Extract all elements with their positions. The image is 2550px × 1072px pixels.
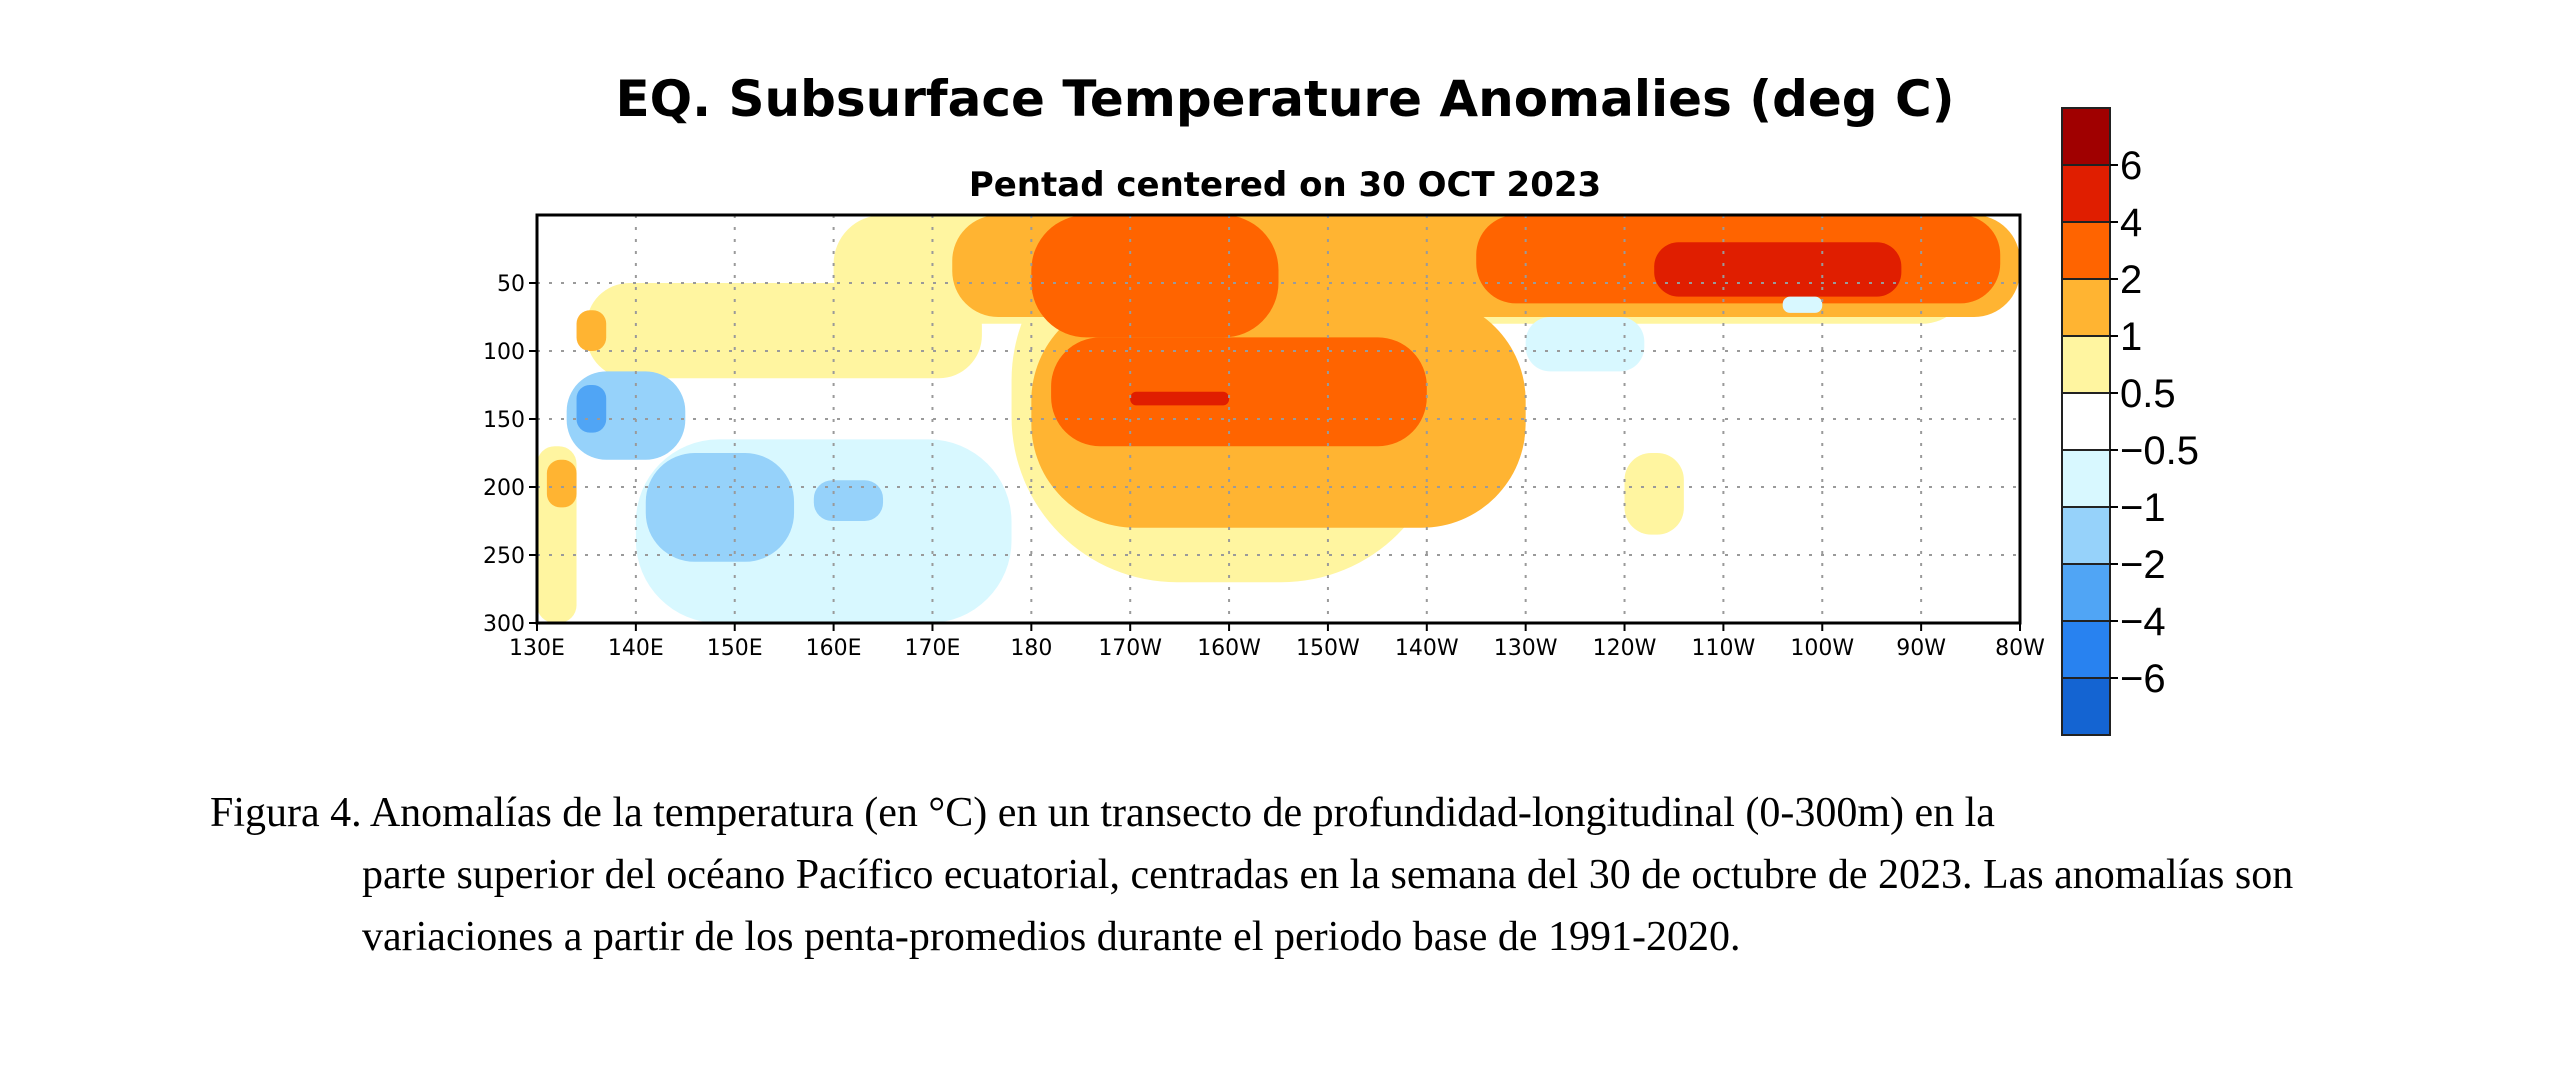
colorbar-swatch <box>2061 107 2111 166</box>
x-tick-label: 80W <box>1995 636 2045 661</box>
colorbar-swatch <box>2061 221 2111 280</box>
colorbar-label: −4 <box>2120 600 2166 644</box>
anomaly-region <box>576 385 607 433</box>
x-tick-label: 160W <box>1197 636 1261 661</box>
colorbar-label: 6 <box>2120 144 2142 188</box>
x-tick-label: 120W <box>1593 636 1657 661</box>
colorbar-label: −0.5 <box>2120 429 2199 473</box>
x-tick-label: 130W <box>1494 636 1558 661</box>
x-tick-label: 160E <box>806 636 862 661</box>
colorbar-label: −1 <box>2120 486 2166 530</box>
x-axis: 130E 140E 150E 160E 170E 180 170W 160W 150W 140W 1… <box>509 623 2045 661</box>
anomaly-region <box>1130 391 1230 406</box>
anomaly-region <box>1051 337 1427 447</box>
y-tick-label: 200 <box>483 476 525 501</box>
x-tick-label: 170E <box>905 636 961 661</box>
x-tick-label: 130E <box>509 636 565 661</box>
colorbar-swatch <box>2061 278 2111 337</box>
colorbar-swatch <box>2061 677 2111 736</box>
colorbar-label: 0.5 <box>2120 372 2176 416</box>
x-tick-label: 140E <box>608 636 664 661</box>
anomaly-region <box>813 480 884 521</box>
y-tick-label: 50 <box>497 272 525 297</box>
colorbar-swatch <box>2061 620 2111 679</box>
colorbar-swatch <box>2061 164 2111 223</box>
x-tick-label: 170W <box>1098 636 1162 661</box>
x-tick-label: 150E <box>707 636 763 661</box>
anomaly-region <box>1782 296 1823 313</box>
x-tick-label: 110W <box>1692 636 1756 661</box>
x-tick-label: 90W <box>1896 636 1946 661</box>
y-axis: 50 100 150 200 250 300 <box>483 272 537 637</box>
x-tick-label: 100W <box>1790 636 1854 661</box>
colorbar-swatch <box>2061 449 2111 508</box>
y-tick-label: 300 <box>483 612 525 637</box>
anomaly-field <box>537 215 2020 623</box>
figure-caption: Figura 4. Anomalías de la temperatura (e… <box>210 782 2410 968</box>
anomaly-region <box>1654 242 1902 297</box>
colorbar-label: 4 <box>2120 201 2142 245</box>
colorbar-swatch <box>2061 392 2111 451</box>
anomaly-region <box>1624 453 1684 535</box>
x-tick-label: 140W <box>1395 636 1459 661</box>
colorbar-label: −6 <box>2120 657 2166 701</box>
x-tick-label: 150W <box>1296 636 1360 661</box>
colorbar-label: 2 <box>2120 258 2142 302</box>
colorbar-label: 1 <box>2120 315 2142 359</box>
anomaly-region <box>576 310 607 351</box>
colorbar-swatch <box>2061 506 2111 565</box>
chart-subtitle: Pentad centered on 30 OCT 2023 <box>969 165 1601 205</box>
anomaly-region <box>1525 317 1645 372</box>
anomaly-region <box>546 459 577 508</box>
caption-body: parte superior del océano Pacífico ecuat… <box>362 852 2294 960</box>
colorbar: 6 4 2 1 0.5 −0.5 −1 −2 −4 −6 <box>2061 107 2199 736</box>
colorbar-swatch <box>2061 335 2111 394</box>
y-tick-label: 150 <box>483 408 525 433</box>
y-tick-label: 100 <box>483 340 525 365</box>
anomaly-region <box>586 283 982 379</box>
x-tick-label: 180 <box>1010 636 1052 661</box>
anomaly-region <box>645 453 795 562</box>
y-tick-label: 250 <box>483 544 525 569</box>
anomaly-region <box>1031 215 1279 338</box>
chart-title: EQ. Subsurface Temperature Anomalies (de… <box>615 70 1954 128</box>
colorbar-label: −2 <box>2120 543 2166 587</box>
caption-line-1: Figura 4. Anomalías de la temperatura (e… <box>210 790 1995 836</box>
colorbar-swatch <box>2061 563 2111 622</box>
subsurface-anomaly-chart: EQ. Subsurface Temperature Anomalies (de… <box>483 70 2199 736</box>
